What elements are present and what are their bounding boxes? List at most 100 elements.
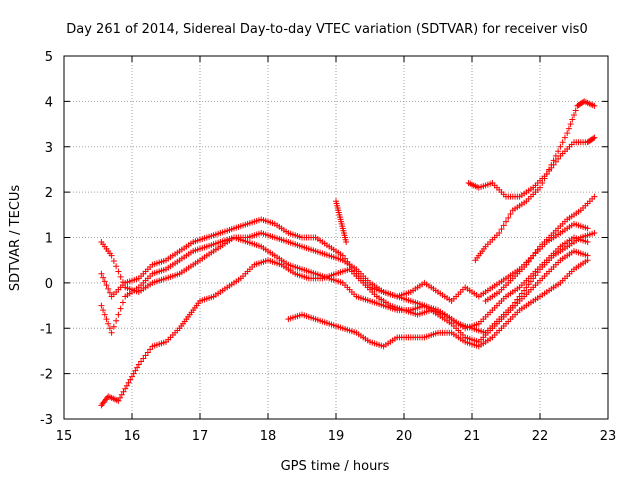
y-tick-label: -2 bbox=[40, 368, 53, 383]
x-tick-label: 16 bbox=[124, 429, 141, 444]
data-point bbox=[550, 157, 557, 164]
data-point bbox=[101, 311, 108, 318]
data-point bbox=[521, 287, 528, 294]
y-tick-label: -1 bbox=[40, 322, 53, 337]
data-point bbox=[572, 107, 579, 114]
x-tick-label: 21 bbox=[464, 429, 481, 444]
data-point bbox=[569, 116, 576, 123]
data-point bbox=[103, 316, 110, 323]
data-point bbox=[129, 373, 135, 380]
data-point bbox=[98, 302, 105, 309]
y-tick-label: 4 bbox=[45, 95, 53, 110]
data-point bbox=[546, 166, 553, 173]
data-point bbox=[498, 226, 505, 233]
data-point bbox=[496, 229, 503, 236]
data-point bbox=[119, 279, 126, 286]
data-point bbox=[555, 148, 562, 155]
y-tick-label: 3 bbox=[45, 141, 53, 156]
data-point bbox=[591, 102, 598, 109]
x-tick-label: 20 bbox=[396, 429, 413, 444]
data-point bbox=[147, 346, 154, 353]
data-point bbox=[115, 311, 122, 318]
data-point bbox=[142, 352, 149, 359]
data-point bbox=[555, 155, 562, 162]
data-point bbox=[105, 320, 112, 327]
data-point bbox=[523, 261, 530, 268]
series-track-g bbox=[472, 98, 598, 264]
data-point bbox=[103, 282, 110, 289]
data-point bbox=[537, 184, 543, 191]
data-point bbox=[125, 379, 132, 386]
data-point bbox=[539, 180, 546, 187]
x-tick-label: 17 bbox=[192, 429, 209, 444]
data-point bbox=[101, 278, 108, 285]
data-point bbox=[591, 229, 598, 236]
data-point bbox=[140, 355, 147, 362]
series-track-b bbox=[98, 216, 591, 305]
series-track-f bbox=[465, 134, 598, 200]
data-point bbox=[100, 307, 107, 314]
x-tick-label: 15 bbox=[56, 429, 73, 444]
x-axis-label: GPS time / hours bbox=[281, 459, 390, 474]
series-track-d bbox=[98, 229, 591, 345]
data-point bbox=[98, 270, 105, 277]
data-point bbox=[584, 225, 591, 232]
data-point bbox=[584, 257, 591, 264]
data-point bbox=[110, 257, 117, 264]
data-point bbox=[505, 214, 512, 221]
series-track-i bbox=[333, 198, 350, 246]
y-tick-label: 2 bbox=[45, 186, 53, 201]
data-point bbox=[138, 358, 145, 365]
data-point bbox=[525, 258, 532, 265]
data-point bbox=[108, 252, 115, 259]
data-point bbox=[591, 134, 598, 141]
data-point bbox=[518, 290, 525, 297]
data-point bbox=[564, 130, 571, 137]
data-point bbox=[591, 193, 598, 200]
plot-frame bbox=[63, 55, 609, 420]
data-point bbox=[532, 249, 539, 256]
data-point bbox=[571, 111, 577, 118]
data-point bbox=[590, 135, 597, 142]
y-tick-label: 0 bbox=[45, 277, 53, 292]
data-point bbox=[543, 170, 550, 177]
data-point bbox=[527, 255, 534, 262]
data-point bbox=[565, 125, 572, 132]
data-point bbox=[500, 222, 507, 229]
data-point bbox=[110, 323, 117, 330]
data-point bbox=[584, 239, 591, 246]
chart-title: Day 261 of 2014, Sidereal Day-to-day VTE… bbox=[66, 22, 587, 37]
data-point bbox=[113, 317, 120, 324]
data-point bbox=[120, 388, 127, 395]
y-tick-label: 5 bbox=[45, 50, 53, 65]
data-point bbox=[132, 367, 139, 374]
data-point bbox=[552, 152, 559, 159]
data-point bbox=[134, 364, 141, 371]
data-point bbox=[525, 281, 532, 288]
data-point bbox=[507, 211, 514, 218]
data-point bbox=[122, 385, 129, 392]
data-point bbox=[117, 394, 124, 401]
data-point bbox=[559, 139, 566, 146]
data-point bbox=[557, 143, 564, 150]
data-point bbox=[541, 175, 548, 182]
data-point bbox=[534, 246, 541, 253]
data-point bbox=[100, 274, 107, 281]
data-point bbox=[123, 382, 130, 389]
data-point bbox=[106, 325, 113, 332]
series-track-e bbox=[285, 257, 591, 350]
y-axis-label: SDTVAR / TECUs bbox=[8, 185, 23, 292]
data-point bbox=[130, 370, 137, 377]
data-point bbox=[115, 397, 122, 404]
data-points bbox=[98, 98, 598, 409]
data-point bbox=[127, 376, 134, 383]
y-tick-label: -3 bbox=[40, 413, 53, 428]
data-point bbox=[105, 285, 112, 292]
data-point bbox=[548, 161, 555, 168]
y-tick-label: 1 bbox=[45, 232, 53, 247]
data-point bbox=[530, 252, 537, 259]
data-point bbox=[117, 305, 124, 312]
data-point bbox=[117, 273, 124, 280]
